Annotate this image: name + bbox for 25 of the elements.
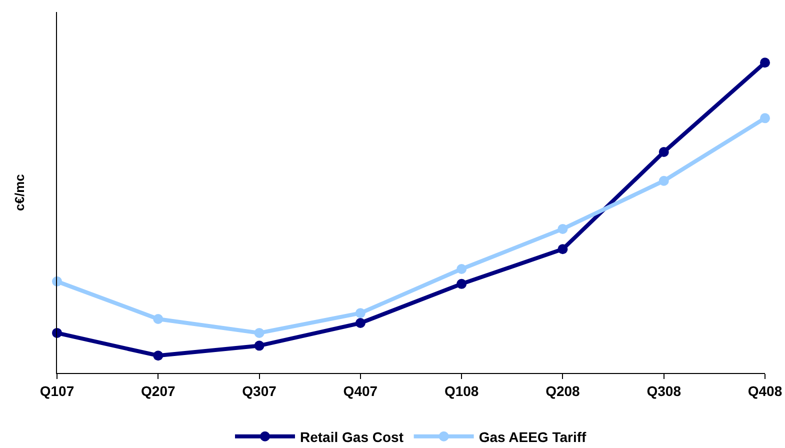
point <box>355 318 366 328</box>
point <box>254 340 264 351</box>
point <box>558 244 568 254</box>
point <box>558 224 568 234</box>
x-tick-label: Q308 <box>646 382 682 399</box>
point <box>456 264 467 274</box>
x-tick-label: Q407 <box>343 382 378 399</box>
point <box>760 113 770 124</box>
x-tick-label: Q408 <box>748 382 782 399</box>
legend-label: Gas AEEG Tariff <box>478 428 587 445</box>
point <box>355 308 366 318</box>
point <box>254 328 264 338</box>
x-tick-label: Q107 <box>40 382 74 399</box>
point <box>153 350 164 361</box>
point <box>760 58 770 68</box>
x-tick-label: Q307 <box>242 382 277 399</box>
point <box>153 314 164 324</box>
y-axis-title: c€/mc <box>12 174 27 211</box>
point <box>456 278 467 289</box>
x-tick-label: Q208 <box>546 382 580 399</box>
legend-label: Retail Gas Cost <box>300 428 404 445</box>
x-tick-label: Q108 <box>444 382 479 399</box>
point <box>658 146 669 157</box>
point <box>658 176 669 186</box>
x-tick-label: Q207 <box>141 382 176 399</box>
